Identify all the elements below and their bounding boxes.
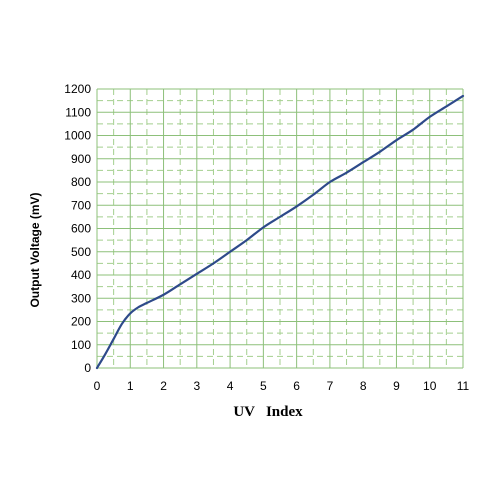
series-layer [95,94,465,370]
x-axis-title: UV Index [233,404,303,420]
x-tick-label: 1 [127,379,134,393]
y-tick-label: 800 [71,175,91,189]
y-tick-label: 0 [84,361,91,375]
x-tick-label: 11 [457,379,470,393]
x-tick-label: 8 [360,379,367,393]
x-tick-label: 5 [260,379,267,393]
y-tick-label: 600 [71,222,91,236]
y-tick-label: 1100 [65,105,91,119]
y-tick-label: 200 [71,315,91,329]
x-tick-label: 3 [193,379,200,393]
x-tick-label: 10 [423,379,437,393]
y-tick-label: 900 [71,152,91,166]
y-tick-label: 1000 [64,129,91,143]
x-tick-label: 4 [227,379,234,393]
x-tick-label: 6 [293,379,300,393]
y-axis-ticks: 0 100 200 300 400 500 600 700 800 900 1000 1100 1200 [64,82,91,375]
y-tick-label: 100 [71,338,91,352]
y-tick-label: 1200 [64,82,91,96]
series-line [95,94,465,370]
y-tick-label: 700 [71,198,91,212]
x-tick-label: 7 [327,379,334,393]
x-axis-ticks: 0 1 2 3 4 5 6 7 8 9 10 11 [94,379,470,393]
x-tick-label: 9 [393,379,400,393]
grid [96,88,464,369]
y-tick-label: 400 [71,268,91,282]
x-tick-label: 2 [160,379,167,393]
x-tick-label: 0 [94,379,101,393]
y-tick-label: 500 [71,245,91,259]
y-tick-label: 300 [71,291,91,305]
y-axis-title: Output Voltage (mV) [28,192,42,307]
